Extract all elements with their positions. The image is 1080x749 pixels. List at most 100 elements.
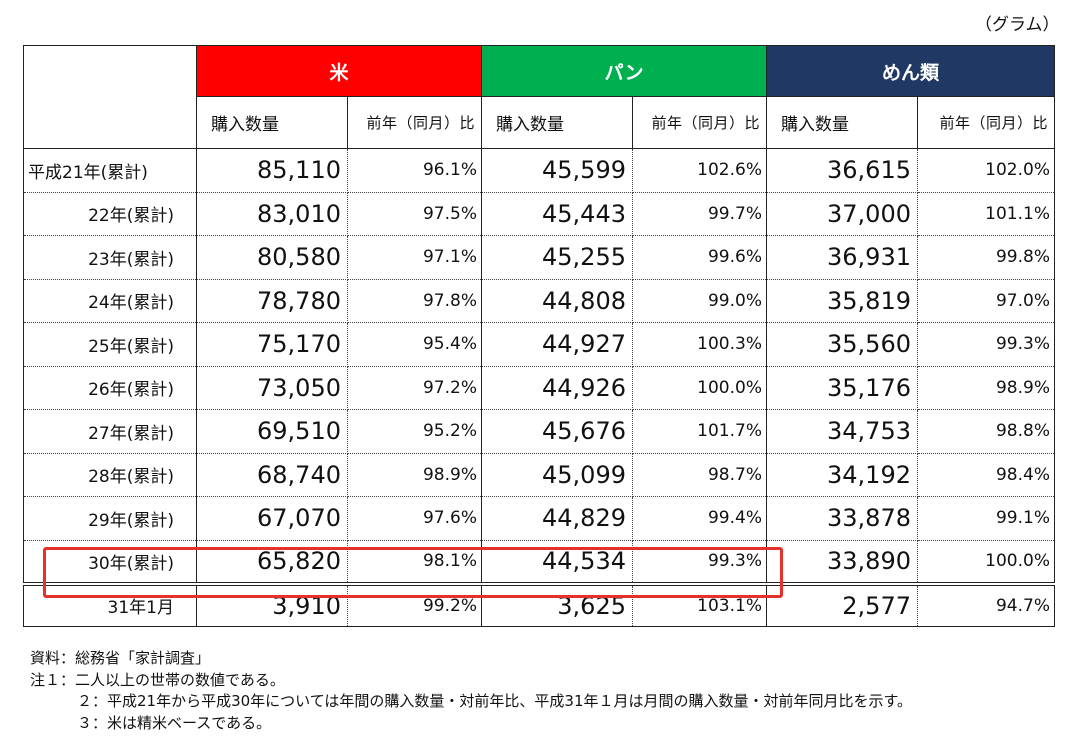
yoy-ratio-cell: 101.7% <box>632 409 767 454</box>
table-row: 27年(累計) 69,510 95.2% 45,676 101.7% 34,753 98.8… <box>23 409 1055 454</box>
purchase-qty-cell: 3,625 <box>481 583 633 627</box>
yoy-ratio-cell: 99.7% <box>632 191 767 236</box>
yoy-ratio-cell: 97.0% <box>917 278 1055 323</box>
row-label: 27年(累計) <box>23 409 197 454</box>
row-label: 平成21年(累計) <box>23 148 197 193</box>
purchase-qty-cell: 45,443 <box>481 191 633 236</box>
yoy-ratio-cell: 96.1% <box>347 148 482 193</box>
notes: 資料：総務省「家計調査」 注１：二人以上の世帯の数値である。 ２：平成21年から… <box>30 648 912 734</box>
purchase-qty-cell: 35,819 <box>766 278 918 323</box>
yoy-ratio-cell: 100.0% <box>917 539 1055 586</box>
subheader-ratio: 前年（同月）比 <box>632 96 767 149</box>
purchase-qty-cell: 73,050 <box>196 365 348 410</box>
purchase-qty-cell: 65,820 <box>196 539 348 586</box>
yoy-ratio-cell: 95.2% <box>347 409 482 454</box>
table-row: 29年(累計) 67,070 97.6% 44,829 99.4% 33,878 99.1% <box>23 496 1055 541</box>
purchase-qty-cell: 44,808 <box>481 278 633 323</box>
yoy-ratio-cell: 97.5% <box>347 191 482 236</box>
yoy-ratio-cell: 98.7% <box>632 452 767 497</box>
yoy-ratio-cell: 100.3% <box>632 322 767 367</box>
subheader-qty: 購入数量 <box>196 96 348 149</box>
subheader-qty: 購入数量 <box>766 96 918 149</box>
purchase-qty-cell: 34,192 <box>766 452 918 497</box>
yoy-ratio-cell: 102.6% <box>632 148 767 193</box>
purchase-qty-cell: 3,910 <box>196 583 348 627</box>
row-label: 25年(累計) <box>23 322 197 367</box>
category-rice: 米 <box>196 45 482 97</box>
yoy-ratio-cell: 99.2% <box>347 583 482 627</box>
row-label: 29年(累計) <box>23 496 197 541</box>
yoy-ratio-cell: 97.6% <box>347 496 482 541</box>
yoy-ratio-cell: 98.9% <box>347 452 482 497</box>
table-row: 22年(累計) 83,010 97.5% 45,443 99.7% 37,000 101.1… <box>23 191 1055 236</box>
purchase-qty-cell: 67,070 <box>196 496 348 541</box>
purchase-qty-cell: 33,878 <box>766 496 918 541</box>
table-row: 31年1月 3,910 99.2% 3,625 103.1% 2,577 94.7% <box>23 583 1055 627</box>
yoy-ratio-cell: 97.1% <box>347 235 482 280</box>
row-label: 22年(累計) <box>23 191 197 236</box>
purchase-qty-cell: 44,926 <box>481 365 633 410</box>
row-label: 31年1月 <box>23 583 197 627</box>
purchase-qty-cell: 45,099 <box>481 452 633 497</box>
yoy-ratio-cell: 101.1% <box>917 191 1055 236</box>
yoy-ratio-cell: 99.8% <box>917 235 1055 280</box>
table-row: 24年(累計) 78,780 97.8% 44,808 99.0% 35,819 97.0% <box>23 278 1055 323</box>
purchase-qty-cell: 37,000 <box>766 191 918 236</box>
subheader-qty: 購入数量 <box>481 96 633 149</box>
yoy-ratio-cell: 99.4% <box>632 496 767 541</box>
corner-cell <box>23 45 197 149</box>
table-row: 23年(累計) 80,580 97.1% 45,255 99.6% 36,931 99.8% <box>23 235 1055 280</box>
table-row: 26年(累計) 73,050 97.2% 44,926 100.0% 35,176 98.9… <box>23 365 1055 410</box>
yoy-ratio-cell: 98.1% <box>347 539 482 586</box>
purchase-qty-cell: 44,534 <box>481 539 633 586</box>
row-label: 26年(累計) <box>23 365 197 410</box>
yoy-ratio-cell: 97.2% <box>347 365 482 410</box>
purchase-qty-cell: 35,176 <box>766 365 918 410</box>
row-label: 28年(累計) <box>23 452 197 497</box>
yoy-ratio-cell: 102.0% <box>917 148 1055 193</box>
category-header-row: 米 パン めん類 <box>23 45 1055 149</box>
note-3: ３：米は精米ベースである。 <box>77 713 272 732</box>
yoy-ratio-cell: 103.1% <box>632 583 767 627</box>
yoy-ratio-cell: 97.8% <box>347 278 482 323</box>
yoy-ratio-cell: 98.8% <box>917 409 1055 454</box>
purchase-qty-cell: 69,510 <box>196 409 348 454</box>
yoy-ratio-cell: 99.3% <box>917 322 1055 367</box>
subheader-row: 購入数量 前年（同月）比 購入数量 前年（同月）比 購入数量 前年（同月）比 <box>24 96 1055 149</box>
category-noodles: めん類 <box>766 45 1055 97</box>
purchase-qty-cell: 36,931 <box>766 235 918 280</box>
table-row: 28年(累計) 68,740 98.9% 45,099 98.7% 34,192 98.4% <box>23 452 1055 497</box>
category-bread: パン <box>481 45 767 97</box>
unit-label: （グラム） <box>975 15 1060 35</box>
yoy-ratio-cell: 95.4% <box>347 322 482 367</box>
purchase-qty-cell: 45,255 <box>481 235 633 280</box>
yoy-ratio-cell: 98.9% <box>917 365 1055 410</box>
yoy-ratio-cell: 99.1% <box>917 496 1055 541</box>
purchase-qty-cell: 80,580 <box>196 235 348 280</box>
yoy-ratio-cell: 99.3% <box>632 539 767 586</box>
subheader-ratio: 前年（同月）比 <box>347 96 482 149</box>
purchase-qty-cell: 78,780 <box>196 278 348 323</box>
purchase-qty-cell: 33,890 <box>766 539 918 586</box>
purchase-qty-cell: 36,615 <box>766 148 918 193</box>
purchase-qty-cell: 35,560 <box>766 322 918 367</box>
yoy-ratio-cell: 94.7% <box>917 583 1055 627</box>
purchase-qty-cell: 2,577 <box>766 583 918 627</box>
yoy-ratio-cell: 99.6% <box>632 235 767 280</box>
subheader-ratio: 前年（同月）比 <box>917 96 1055 149</box>
row-label: 23年(累計) <box>23 235 197 280</box>
table-row: 25年(累計) 75,170 95.4% 44,927 100.3% 35,560 99.3… <box>23 322 1055 367</box>
purchase-qty-cell: 44,829 <box>481 496 633 541</box>
yoy-ratio-cell: 98.4% <box>917 452 1055 497</box>
purchase-qty-cell: 45,676 <box>481 409 633 454</box>
purchase-qty-cell: 45,599 <box>481 148 633 193</box>
yoy-ratio-cell: 99.0% <box>632 278 767 323</box>
note-1: 注１：二人以上の世帯の数値である。 <box>30 670 285 689</box>
yoy-ratio-cell: 100.0% <box>632 365 767 410</box>
row-label: 24年(累計) <box>23 278 197 323</box>
purchase-qty-cell: 83,010 <box>196 191 348 236</box>
table-row: 平成21年(累計) 85,110 96.1% 45,599 102.6% 36,615 10… <box>23 148 1055 193</box>
note-2: ２：平成21年から平成30年については年間の購入数量・対前年比、平成31年１月は… <box>77 692 913 710</box>
purchase-volume-table: 米 パン めん類 購入数量 前年（同月）比 購入数量 前年（同月）比 購入数量 … <box>23 45 1055 627</box>
table-row: 30年(累計) 65,820 98.1% 44,534 99.3% 33,890 100.0… <box>23 539 1055 586</box>
